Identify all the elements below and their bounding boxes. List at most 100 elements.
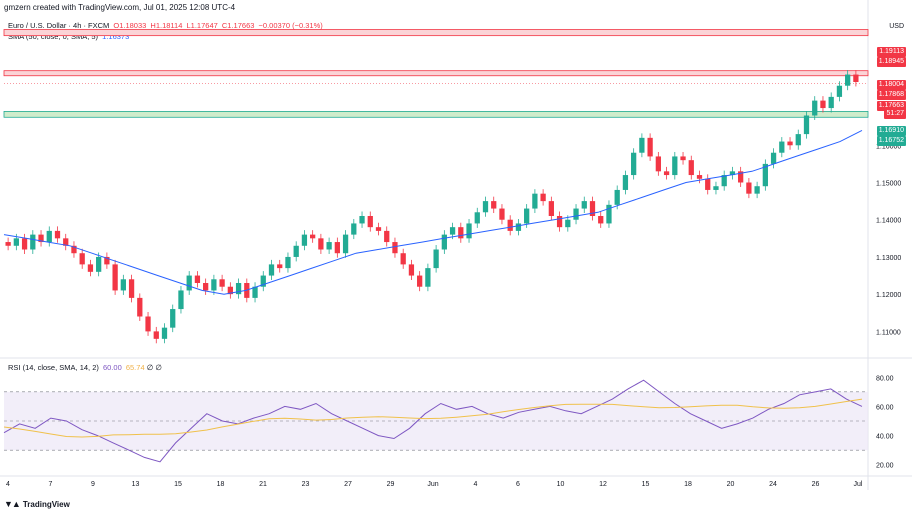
rsi-label: RSI (14, close, SMA, 14, 2) xyxy=(8,363,99,372)
rsi-extra: ∅ ∅ xyxy=(146,363,162,372)
candle-body xyxy=(631,152,637,176)
rsi-axis-label: 60.00 xyxy=(876,404,894,411)
candle-body xyxy=(351,223,357,235)
resistance-zone-lower xyxy=(3,70,869,77)
candle-body xyxy=(145,316,151,332)
time-axis-label: 4 xyxy=(6,481,10,488)
candle-body xyxy=(161,327,168,339)
candle-body xyxy=(622,175,629,190)
rsi-sma-line xyxy=(3,398,863,438)
candle-body xyxy=(845,74,851,86)
candle-body xyxy=(556,216,563,228)
open-value: O1.18033 xyxy=(113,21,147,30)
candle-body xyxy=(186,275,192,291)
candle-body xyxy=(54,230,61,239)
candle-body xyxy=(79,253,85,265)
candle-body xyxy=(458,227,464,239)
price-axis-label: 1.13000 xyxy=(876,255,901,262)
candle-body xyxy=(696,175,703,179)
symbol-name: Euro / U.S. Dollar · 4h · FXCM xyxy=(8,21,110,30)
candle-body xyxy=(795,134,801,146)
price-tag[interactable]: 1.16752 xyxy=(876,136,906,146)
candle-body xyxy=(491,201,497,209)
resistance-zone-upper xyxy=(3,29,869,37)
candle-body xyxy=(334,242,340,254)
candle-body xyxy=(614,189,620,205)
tradingview-logo-icon: ▼▲ xyxy=(4,499,21,509)
time-axis-label: 9 xyxy=(91,481,95,488)
price-axis-label: 1.11000 xyxy=(876,329,901,336)
currency-label[interactable]: USD xyxy=(889,23,904,30)
candle-body xyxy=(392,242,398,254)
price-tag[interactable]: 1.16910 xyxy=(876,126,906,136)
candle-body xyxy=(548,201,554,216)
price-tag[interactable]: 1.19113 xyxy=(877,47,906,57)
time-axis-label: Jul xyxy=(854,481,863,488)
sma-label: SMA (50, close, 0, SMA, 5) xyxy=(8,32,99,41)
tradingview-logo[interactable]: ▼▲ TradingView xyxy=(4,499,70,509)
close-value: C1.17663 xyxy=(221,21,255,30)
time-axis-label: 21 xyxy=(259,481,267,488)
candle-body xyxy=(524,208,530,224)
price-tag[interactable]: 1.18945 xyxy=(876,57,906,67)
low-value: L1.17647 xyxy=(186,21,218,30)
price-tag[interactable]: 1.18004 xyxy=(876,80,906,90)
time-axis-label: 15 xyxy=(642,481,650,488)
candle-body xyxy=(63,238,69,246)
candle-body xyxy=(581,201,587,209)
candle-body xyxy=(153,331,159,339)
candle-body xyxy=(754,186,760,194)
candle-body xyxy=(688,160,694,176)
candle-body xyxy=(203,283,209,291)
price-tag[interactable]: 1.17663 xyxy=(876,101,906,111)
time-axis-label: 7 xyxy=(49,481,53,488)
candle-body xyxy=(449,227,456,235)
symbol-legend-row[interactable]: Euro / U.S. Dollar · 4h · FXCM O1.18033 … xyxy=(8,20,323,31)
tradingview-brand: TradingView xyxy=(22,499,70,509)
time-axis-label: 10 xyxy=(557,481,565,488)
high-value: H1.18114 xyxy=(150,21,183,30)
time-axis-label: 18 xyxy=(217,481,225,488)
rsi-legend[interactable]: RSI (14, close, SMA, 14, 2) 60.00 65.74 … xyxy=(8,362,162,373)
time-axis-label: 12 xyxy=(599,481,607,488)
change-value: −0.00370 (−0.31%) xyxy=(258,21,323,30)
candle-body xyxy=(836,85,843,97)
candle-body xyxy=(573,208,579,220)
candle-body xyxy=(721,175,727,187)
time-axis-label: 29 xyxy=(387,481,395,488)
time-axis-label: Jun xyxy=(427,481,438,488)
support-zone xyxy=(3,111,869,118)
rsi-sma-value: 65.74 xyxy=(125,363,145,372)
candle-body xyxy=(21,238,28,250)
candle-body xyxy=(787,141,793,146)
candle-body xyxy=(853,74,859,82)
candle-body xyxy=(375,227,382,231)
candle-body xyxy=(326,242,332,250)
candle-body xyxy=(71,245,77,254)
rsi-axis-label: 80.00 xyxy=(876,375,894,382)
time-axis-label: 27 xyxy=(344,481,352,488)
candle-body xyxy=(433,249,439,269)
candle-body xyxy=(639,137,645,153)
rsi-axis-label: 20.00 xyxy=(876,463,894,470)
candle-body xyxy=(820,100,826,109)
candle-body xyxy=(112,264,118,291)
time-axis-label: 26 xyxy=(812,481,820,488)
rsi-line xyxy=(3,379,863,463)
candle-body xyxy=(655,156,661,172)
candle-body xyxy=(5,242,11,246)
rsi-axis-label: 40.00 xyxy=(876,434,894,441)
candle-body xyxy=(705,178,711,190)
candle-body xyxy=(96,256,102,272)
sma-legend-row[interactable]: SMA (50, close, 0, SMA, 5) 1.16373 xyxy=(8,31,323,42)
candle-body xyxy=(672,156,678,176)
candle-body xyxy=(532,193,538,209)
price-tag[interactable]: 1.17868 xyxy=(876,90,906,100)
rsi-value: 60.00 xyxy=(102,363,122,372)
price-tag[interactable]: 51:27 xyxy=(884,109,906,119)
candle-body xyxy=(367,216,373,228)
sma-line xyxy=(3,129,863,295)
candle-body xyxy=(540,193,546,202)
candle-body xyxy=(598,216,604,224)
